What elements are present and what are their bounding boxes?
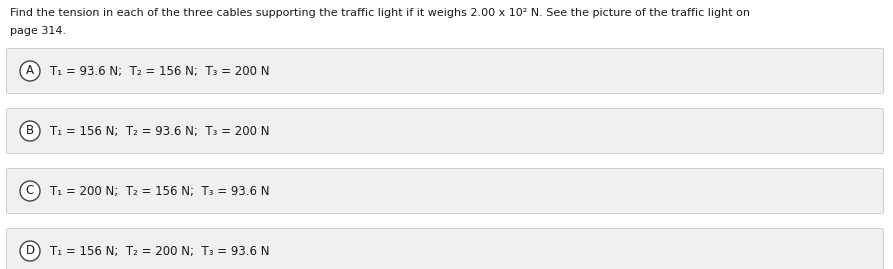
FancyBboxPatch shape [6, 168, 883, 214]
Text: A: A [26, 65, 34, 77]
FancyBboxPatch shape [6, 228, 883, 269]
Text: T₁ = 93.6 N;  T₂ = 156 N;  T₃ = 200 N: T₁ = 93.6 N; T₂ = 156 N; T₃ = 200 N [50, 65, 270, 77]
Text: page 314.: page 314. [10, 26, 66, 36]
Ellipse shape [20, 121, 40, 141]
Text: T₁ = 156 N;  T₂ = 93.6 N;  T₃ = 200 N: T₁ = 156 N; T₂ = 93.6 N; T₃ = 200 N [50, 125, 270, 137]
Ellipse shape [20, 181, 40, 201]
Ellipse shape [20, 61, 40, 81]
Text: B: B [26, 125, 34, 137]
Text: T₁ = 156 N;  T₂ = 200 N;  T₃ = 93.6 N: T₁ = 156 N; T₂ = 200 N; T₃ = 93.6 N [50, 245, 270, 257]
Text: C: C [26, 185, 34, 197]
Text: T₁ = 200 N;  T₂ = 156 N;  T₃ = 93.6 N: T₁ = 200 N; T₂ = 156 N; T₃ = 93.6 N [50, 185, 270, 197]
Text: Find the tension in each of the three cables supporting the traffic light if it : Find the tension in each of the three ca… [10, 8, 750, 18]
Ellipse shape [20, 241, 40, 261]
Text: D: D [25, 245, 35, 257]
FancyBboxPatch shape [6, 48, 883, 94]
FancyBboxPatch shape [6, 108, 883, 154]
